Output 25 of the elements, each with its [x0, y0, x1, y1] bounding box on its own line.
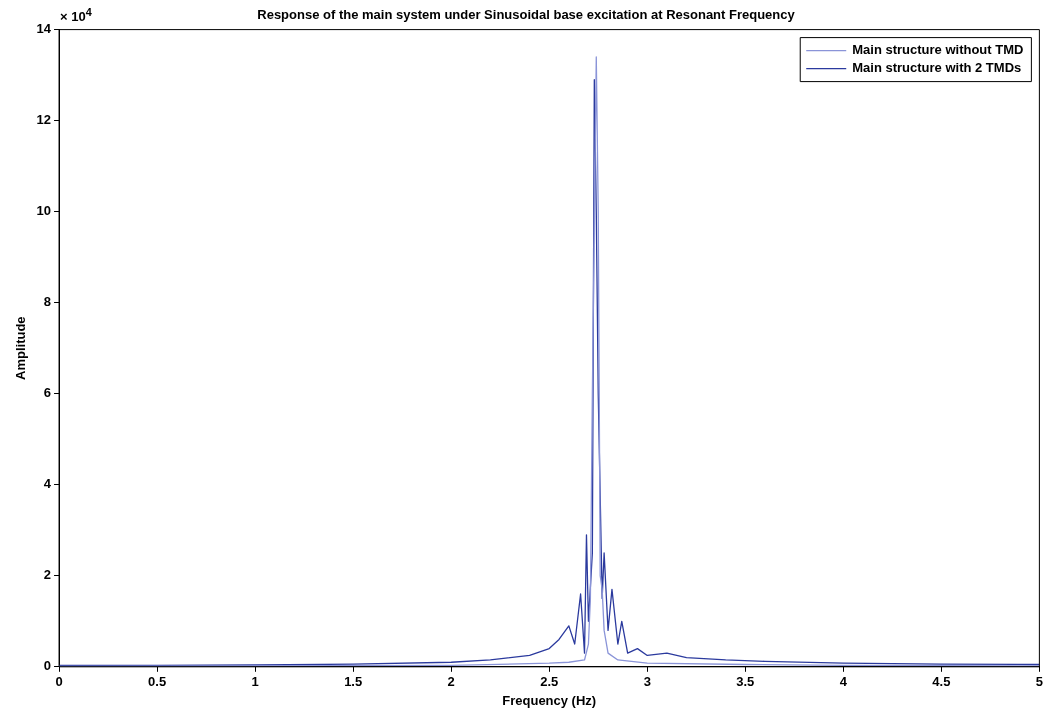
x-tick-label: 2	[447, 674, 455, 690]
y-tick-label: 4	[43, 476, 52, 492]
x-tick-label: 4.5	[932, 674, 951, 690]
x-tick-label: 0	[55, 674, 63, 690]
x-tick-label: 1	[251, 674, 259, 690]
y-tick-label: 0	[43, 658, 52, 674]
y-tick-label: 12	[36, 112, 52, 128]
x-tick-label: 1.5	[344, 674, 363, 690]
chart-title: Response of the main system under Sinusoidal base excitation at Resonant Frequency	[257, 7, 796, 23]
y-axis-title: Amplitude	[13, 316, 29, 380]
y-tick-label: 10	[36, 203, 52, 219]
x-tick-label: 3.5	[736, 674, 755, 690]
y-tick-label: 8	[43, 294, 52, 310]
y-tick-label: 2	[43, 567, 52, 583]
text: × 10$^{4}$	[60, 6, 92, 25]
x-tick-label: 5	[1035, 674, 1043, 690]
x-axis-title: Frequency (Hz)	[502, 692, 597, 708]
x-tick-label: 3	[643, 674, 651, 690]
x-tick-label: 0.5	[148, 674, 167, 690]
x-tick-label: 2.5	[540, 674, 559, 690]
x-tick-label: 4	[839, 674, 848, 690]
y-tick-label: 14	[36, 21, 52, 37]
legend-label: Main structure with 2 TMDs	[852, 60, 1022, 76]
y-tick-label: 6	[43, 385, 52, 401]
legend-label: Main structure without TMD	[852, 42, 1024, 58]
